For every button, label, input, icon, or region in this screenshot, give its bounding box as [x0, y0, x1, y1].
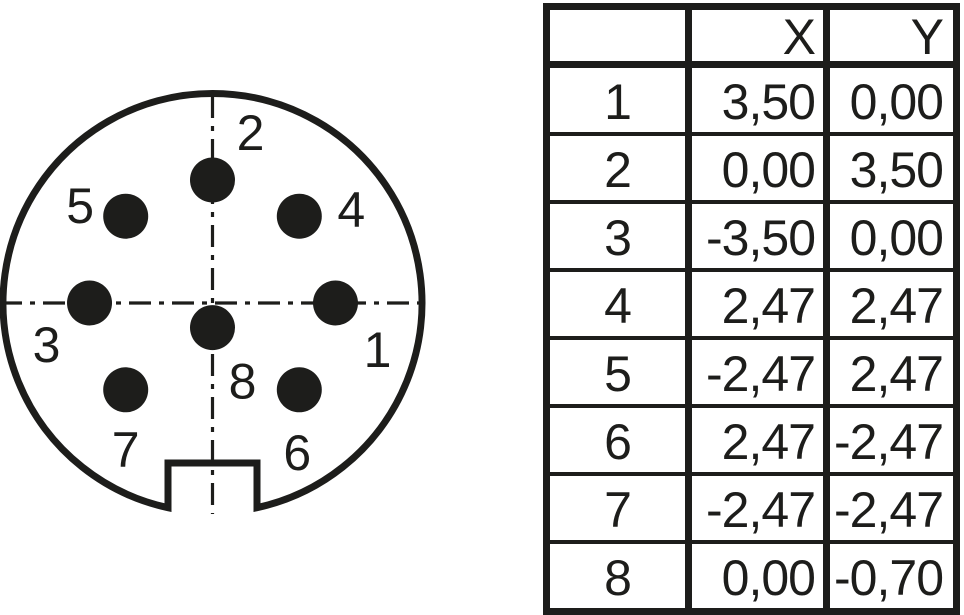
pin-3-dot	[67, 280, 113, 326]
pin-6-dot	[276, 367, 322, 413]
table-row: 5 -2,47 2,47	[550, 336, 953, 404]
y-value-cell: 0,00	[823, 204, 953, 268]
y-value-cell: 2,47	[823, 340, 953, 404]
y-value-cell: 0,00	[823, 68, 953, 132]
table-row: 3 -3,50 0,00	[550, 200, 953, 268]
x-value-cell: 2,47	[685, 408, 823, 472]
y-value-cell: 3,50	[823, 136, 953, 200]
x-value-cell: -2,47	[685, 340, 823, 404]
pin-number-cell: 2	[604, 141, 632, 198]
x-value-cell: -3,50	[685, 204, 823, 268]
pin-8-label: 8	[229, 354, 257, 410]
y-value-cell: -0,70	[823, 544, 953, 608]
pin-number-cell: 5	[604, 345, 632, 402]
table-header-row: X Y	[550, 10, 953, 61]
x-value-cell: 3,50	[685, 68, 823, 132]
table-row: 1 3,50 0,00	[550, 61, 953, 132]
table-row: 2 0,00 3,50	[550, 132, 953, 200]
pin-number-cell: 3	[604, 209, 632, 266]
pin-7-label: 7	[112, 422, 140, 478]
pin-5-dot	[103, 193, 149, 239]
pin-number-cell: 4	[604, 277, 632, 334]
pin-coordinate-table: X Y 1 3,50 0,00 2 0,00 3,50 3 -3,50 0,00…	[543, 3, 960, 615]
x-value-cell: 2,47	[685, 272, 823, 336]
pin-number-cell: 7	[604, 481, 632, 538]
pin-1-label: 1	[364, 322, 392, 378]
header-pin	[550, 10, 685, 61]
table-row: 8 0,00 -0,70	[550, 540, 953, 608]
x-value-cell: 0,00	[685, 136, 823, 200]
pin-7-dot	[103, 367, 149, 413]
y-value-cell: -2,47	[823, 408, 953, 472]
pin-4-dot	[276, 193, 322, 239]
pin-number-cell: 6	[604, 413, 632, 470]
pin-number-cell: 8	[604, 549, 632, 606]
pin-6-label: 6	[283, 425, 311, 481]
pin-1-dot	[312, 280, 358, 326]
y-value-cell: 2,47	[823, 272, 953, 336]
table-row: 4 2,47 2,47	[550, 268, 953, 336]
pin-5-label: 5	[66, 178, 94, 234]
pin-4-label: 4	[337, 182, 365, 238]
pin-3-label: 3	[33, 317, 61, 373]
pin-8-dot	[190, 305, 235, 351]
table-row: 6 2,47 -2,47	[550, 404, 953, 472]
pin-number-cell: 1	[604, 73, 632, 130]
table-row: 7 -2,47 -2,47	[550, 472, 953, 540]
connector-outline-with-keyway	[0, 89, 426, 513]
connector-diagram: 1 2 3 4 5 6 7 8	[0, 89, 428, 514]
x-value-cell: -2,47	[685, 476, 823, 540]
header-x: X	[685, 10, 823, 61]
y-value-cell: -2,47	[823, 476, 953, 540]
header-y: Y	[823, 10, 953, 61]
pin-2-dot	[190, 157, 235, 203]
pin-2-label: 2	[237, 105, 265, 161]
x-value-cell: 0,00	[685, 544, 823, 608]
